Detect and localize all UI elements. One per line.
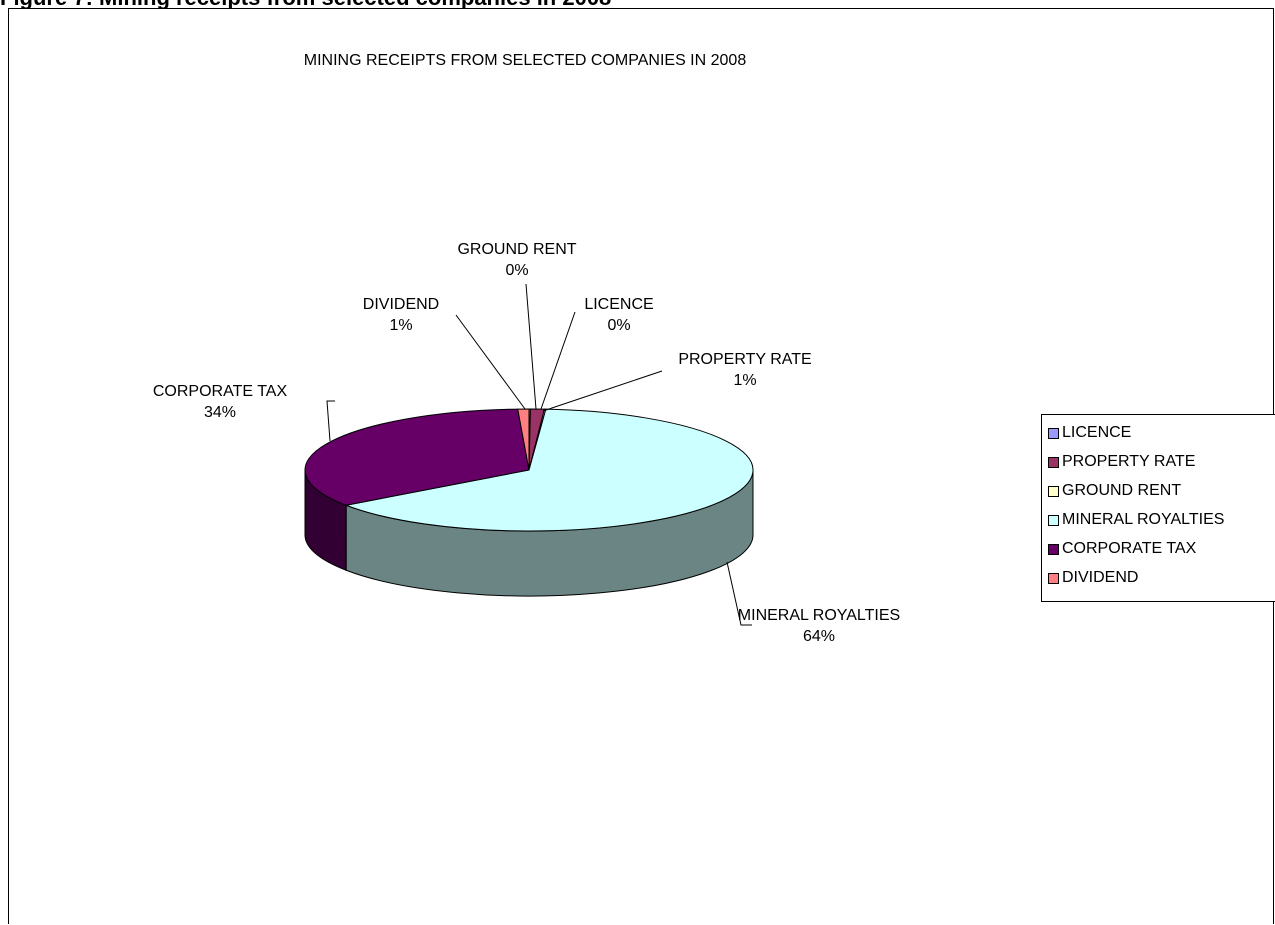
slice-label-mineral-royalties: MINERAL ROYALTIES xyxy=(738,607,900,624)
slice-label-corporate-tax: CORPORATE TAX xyxy=(153,383,288,400)
legend-label: MINERAL ROYALTIES xyxy=(1062,511,1225,528)
chart-title: MINING RECEIPTS FROM SELECTED COMPANIES … xyxy=(304,52,747,69)
legend-item-dividend: DIVIDEND xyxy=(1048,566,1138,590)
leader-line-property-rate xyxy=(542,370,663,412)
legend-swatch xyxy=(1048,427,1059,439)
leader-line-dividend xyxy=(455,314,526,410)
pie-slice-mineral-royalties xyxy=(344,408,754,532)
legend: LICENCE PROPERTY RATE GROUND RENT MINERA… xyxy=(1041,414,1275,602)
legend-item-mineral-royalties: MINERAL ROYALTIES xyxy=(1048,508,1224,532)
legend-swatch xyxy=(1048,543,1059,555)
legend-item-property-rate: PROPERTY RATE xyxy=(1048,450,1195,474)
legend-item-ground-rent: GROUND RENT xyxy=(1048,479,1181,503)
pie-slice-dividend xyxy=(517,408,530,471)
pie-tops xyxy=(304,408,754,532)
slice-percent-property-rate: 1% xyxy=(733,372,756,389)
leader-line-licence xyxy=(540,311,576,410)
pie-chart: MINING RECEIPTS FROM SELECTED COMPANIES … xyxy=(153,52,900,645)
slice-label-dividend: DIVIDEND xyxy=(363,296,439,313)
leader-line-ground-rent xyxy=(525,283,537,410)
legend-label: LICENCE xyxy=(1062,424,1132,441)
legend-swatch xyxy=(1048,456,1059,468)
legend-swatch xyxy=(1048,572,1059,584)
chart-frame: MINING RECEIPTS FROM SELECTED COMPANIES … xyxy=(8,8,1275,924)
slice-label-property-rate: PROPERTY RATE xyxy=(678,351,811,368)
legend-label: DIVIDEND xyxy=(1062,569,1139,586)
legend-swatch xyxy=(1048,514,1059,526)
slice-label-licence: LICENCE xyxy=(584,296,653,313)
slice-labels: LICENCE 0% PROPERTY RATE 1% GROUND RENT 0% MIN… xyxy=(153,241,900,645)
slice-percent-licence: 0% xyxy=(607,317,630,334)
slice-percent-dividend: 1% xyxy=(389,317,412,334)
slice-percent-mineral-royalties: 64% xyxy=(803,628,835,645)
legend-label: GROUND RENT xyxy=(1062,482,1182,499)
legend-item-licence: LICENCE xyxy=(1048,421,1131,445)
slice-percent-ground-rent: 0% xyxy=(505,262,528,279)
slice-label-ground-rent: GROUND RENT xyxy=(457,241,576,258)
leader-lines xyxy=(326,283,752,626)
legend-swatch xyxy=(1048,485,1059,497)
page-heading: Figure 7: Mining receipts from selected … xyxy=(0,0,611,9)
leader-line-mineral-royalties xyxy=(726,561,752,626)
slice-percent-corporate-tax: 34% xyxy=(204,404,236,421)
leader-line-corporate-tax xyxy=(326,400,335,442)
legend-item-corporate-tax: CORPORATE TAX xyxy=(1048,537,1196,561)
pie-slice-corporate-tax xyxy=(304,408,530,506)
legend-label: CORPORATE TAX xyxy=(1062,540,1197,557)
legend-label: PROPERTY RATE xyxy=(1062,453,1196,470)
